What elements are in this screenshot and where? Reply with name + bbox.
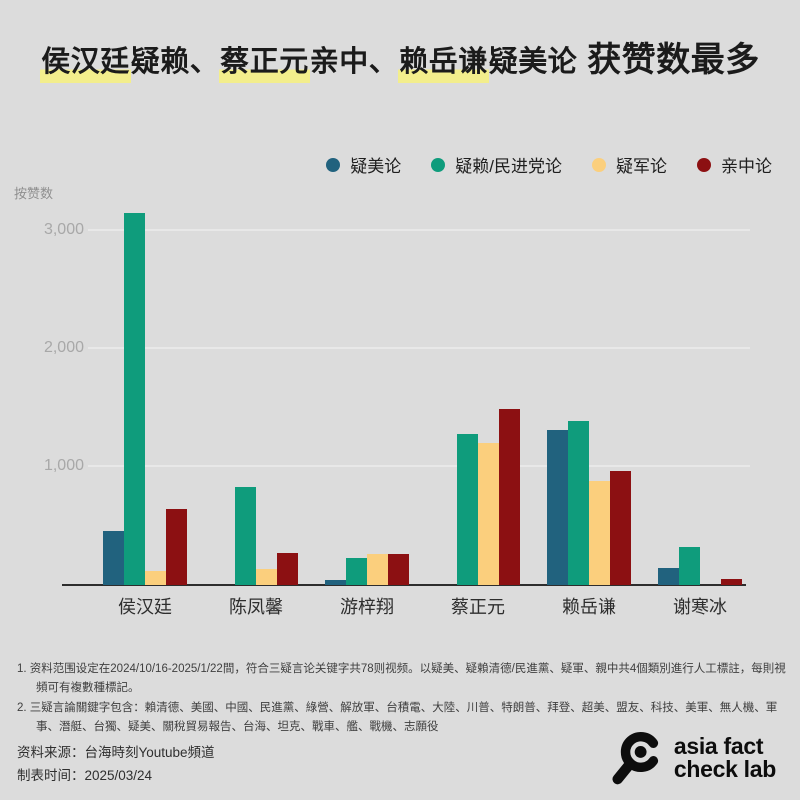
page-title: 侯汉廷疑赖、蔡正元亲中、赖岳谦疑美论 获赞数最多 (0, 38, 800, 83)
bar (166, 509, 187, 585)
x-category-label: 谢寒冰 (673, 597, 727, 617)
bar (277, 553, 298, 585)
bar (610, 471, 631, 585)
logo-line-2: check lab (673, 756, 776, 782)
bar (457, 434, 478, 585)
asia-fact-check-lab-logo: asia fact check lab (610, 727, 776, 789)
title-name-2: 蔡正元 (219, 46, 310, 83)
bar (499, 409, 520, 585)
bar (658, 568, 679, 585)
footnote-1: 1. 资料范围设定在2024/10/16-2025/1/22間，符合三疑言论关键… (17, 663, 786, 694)
x-category-label: 侯汉廷 (118, 597, 172, 617)
gridline-3,000 (88, 229, 750, 231)
chart-legend: 疑美论 疑赖/民进党论 疑军论 亲中论 (326, 152, 772, 177)
bar-group (547, 205, 631, 585)
title-name-1: 侯汉廷 (40, 46, 131, 83)
title-text-3: 疑美论 (488, 46, 578, 78)
legend-swatch-icon (326, 157, 341, 172)
bar (124, 213, 145, 585)
y-tick-label: 2,000 (43, 339, 84, 356)
title-text-2: 亲中、 (309, 46, 399, 78)
title-name-3: 赖岳谦 (398, 46, 489, 83)
bar (256, 569, 277, 585)
bar (589, 481, 610, 585)
legend-swatch-icon (697, 157, 711, 172)
x-category-label: 陈凤馨 (229, 597, 283, 617)
y-tick-label: 3,000 (43, 221, 84, 238)
chart-date-line: 制表时间：2025/03/24 (17, 767, 153, 783)
bar-chart: 1,000 2,000 3,000 (0, 205, 800, 586)
legend-item: 疑美论 (326, 152, 401, 177)
legend-item: 疑赖/民进党论 (431, 152, 562, 177)
bar-group (436, 205, 520, 585)
footnotes: 1. 资料范围设定在2024/10/16-2025/1/22間，符合三疑言论关键… (17, 660, 786, 738)
legend-label: 疑赖/民进党论 (455, 157, 562, 176)
bar (721, 579, 742, 585)
bar (679, 547, 700, 585)
legend-item: 疑军论 (592, 152, 667, 177)
legend-swatch-icon (431, 157, 446, 172)
logo-line-1: asia fact (673, 732, 764, 759)
legend-swatch-icon (592, 157, 606, 172)
gridline-2,000 (88, 347, 750, 349)
gridline-1,000 (88, 465, 750, 467)
logo-text: asia fact check lab (673, 732, 776, 782)
footnote-2: 2. 三疑言論關鍵字包含：賴清德、美國、中國、民進黨、綠營、解放軍、台積電、大陸… (17, 701, 778, 733)
legend-label: 疑军论 (616, 157, 667, 176)
bar (367, 554, 388, 585)
bar-group (658, 205, 742, 585)
title-text-1: 疑赖、 (130, 46, 220, 78)
legend-item: 亲中论 (697, 152, 772, 177)
legend-label: 疑美论 (350, 157, 402, 176)
bar (325, 580, 346, 585)
y-axis-title: 按赞数 (14, 186, 54, 201)
bar (568, 421, 589, 585)
bar (346, 558, 367, 585)
bar (103, 531, 124, 585)
magnifier-icon (612, 732, 658, 785)
bar (235, 487, 256, 585)
source-block: 资料来源：台海時刻Youtube頻道 制表时间：2025/03/24 (17, 742, 215, 788)
bar (478, 443, 499, 585)
bar (547, 430, 568, 585)
bar-group (214, 205, 298, 585)
data-source-line: 资料来源：台海時刻Youtube頻道 (17, 745, 215, 760)
bar (145, 571, 166, 585)
legend-label: 亲中论 (721, 157, 772, 176)
x-category-label: 蔡正元 (451, 597, 505, 617)
bar (388, 554, 409, 585)
y-tick-label: 1,000 (43, 457, 84, 474)
x-axis-line (62, 584, 746, 586)
x-category-label: 赖岳谦 (562, 597, 616, 617)
title-emphasis: 获赞数最多 (587, 41, 760, 79)
bar-group (103, 205, 187, 585)
bar-group (325, 205, 409, 585)
x-category-label: 游梓翔 (340, 597, 394, 617)
